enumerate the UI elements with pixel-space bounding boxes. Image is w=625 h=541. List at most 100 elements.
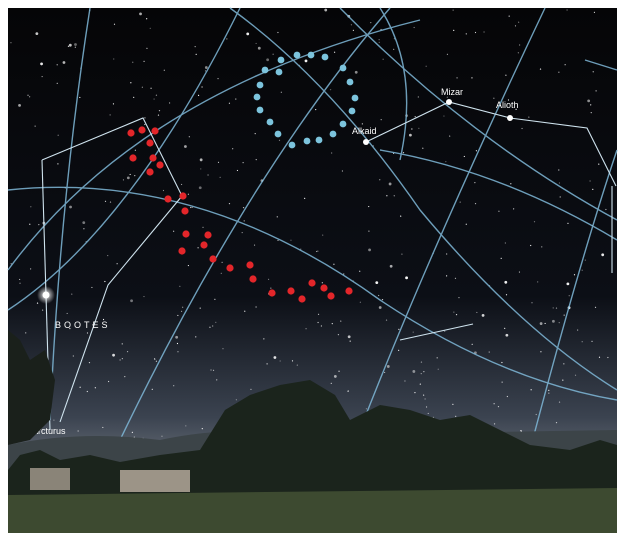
star bbox=[563, 363, 564, 364]
star bbox=[452, 404, 453, 405]
star bbox=[421, 361, 422, 362]
star bbox=[74, 43, 77, 46]
star bbox=[498, 211, 499, 212]
star bbox=[411, 128, 412, 129]
page: Mizar Alioth Alkaid Arcturus BOOTES (() … bbox=[0, 0, 625, 541]
star bbox=[393, 49, 394, 50]
blue-dot bbox=[340, 65, 347, 72]
red-dot bbox=[287, 287, 294, 294]
star bbox=[390, 265, 393, 268]
star bbox=[207, 174, 208, 175]
star bbox=[53, 419, 54, 420]
star bbox=[370, 22, 371, 23]
star bbox=[507, 396, 508, 397]
star bbox=[420, 384, 421, 385]
star bbox=[548, 393, 549, 394]
star bbox=[558, 169, 559, 170]
star bbox=[599, 357, 600, 358]
star bbox=[188, 194, 189, 195]
star bbox=[438, 369, 439, 370]
red-dot bbox=[149, 154, 156, 161]
star bbox=[332, 323, 333, 324]
star bbox=[502, 382, 503, 383]
star bbox=[205, 70, 206, 71]
star bbox=[401, 254, 402, 255]
star bbox=[38, 224, 39, 225]
star bbox=[150, 28, 151, 29]
star bbox=[475, 32, 476, 33]
star bbox=[113, 58, 114, 59]
star bbox=[383, 59, 384, 60]
star bbox=[217, 78, 218, 79]
star bbox=[589, 180, 590, 181]
star bbox=[235, 98, 236, 99]
star bbox=[414, 27, 415, 28]
star bbox=[75, 47, 76, 48]
star bbox=[146, 18, 147, 19]
star bbox=[384, 372, 385, 373]
star bbox=[510, 183, 511, 184]
star bbox=[379, 39, 380, 40]
star bbox=[324, 9, 327, 12]
star bbox=[501, 258, 502, 259]
star bbox=[222, 262, 223, 263]
blue-dot bbox=[275, 131, 282, 138]
star bbox=[112, 354, 115, 357]
star bbox=[127, 351, 128, 352]
star bbox=[10, 42, 11, 43]
star bbox=[246, 32, 249, 35]
star bbox=[565, 64, 566, 65]
red-dot bbox=[298, 295, 305, 302]
blue-dot bbox=[276, 69, 283, 76]
star bbox=[220, 177, 221, 178]
star bbox=[164, 70, 165, 71]
star bbox=[42, 76, 43, 77]
star bbox=[476, 312, 477, 313]
red-dot bbox=[178, 247, 185, 254]
red-dot bbox=[200, 241, 207, 248]
star bbox=[113, 103, 114, 104]
star bbox=[426, 66, 427, 67]
star bbox=[202, 428, 203, 429]
star bbox=[210, 369, 211, 370]
star bbox=[498, 406, 499, 407]
star bbox=[133, 97, 134, 98]
star bbox=[331, 152, 332, 153]
star bbox=[199, 186, 202, 189]
star bbox=[322, 235, 323, 236]
star bbox=[158, 115, 159, 116]
star bbox=[513, 208, 514, 209]
star bbox=[279, 140, 280, 141]
star bbox=[89, 362, 90, 363]
star bbox=[130, 174, 131, 175]
star bbox=[185, 425, 186, 426]
star bbox=[102, 427, 103, 428]
star bbox=[105, 201, 106, 202]
star bbox=[362, 123, 363, 124]
star bbox=[173, 231, 174, 232]
star bbox=[156, 361, 157, 362]
blue-dot bbox=[294, 52, 301, 59]
star bbox=[330, 89, 331, 90]
star bbox=[277, 240, 278, 241]
star bbox=[18, 104, 21, 107]
star bbox=[229, 203, 230, 204]
star bbox=[605, 209, 606, 210]
star bbox=[130, 299, 133, 302]
star bbox=[466, 224, 467, 225]
star bbox=[27, 95, 28, 96]
red-dot bbox=[138, 126, 145, 133]
star bbox=[425, 398, 426, 399]
star bbox=[418, 96, 419, 97]
star bbox=[518, 22, 519, 23]
star bbox=[449, 135, 450, 136]
star bbox=[200, 168, 201, 169]
blue-dot bbox=[330, 131, 337, 138]
star bbox=[537, 281, 538, 282]
star bbox=[243, 207, 244, 208]
star bbox=[566, 9, 567, 10]
star bbox=[559, 402, 560, 403]
star bbox=[342, 170, 343, 171]
star bbox=[274, 356, 277, 359]
star bbox=[446, 253, 447, 254]
